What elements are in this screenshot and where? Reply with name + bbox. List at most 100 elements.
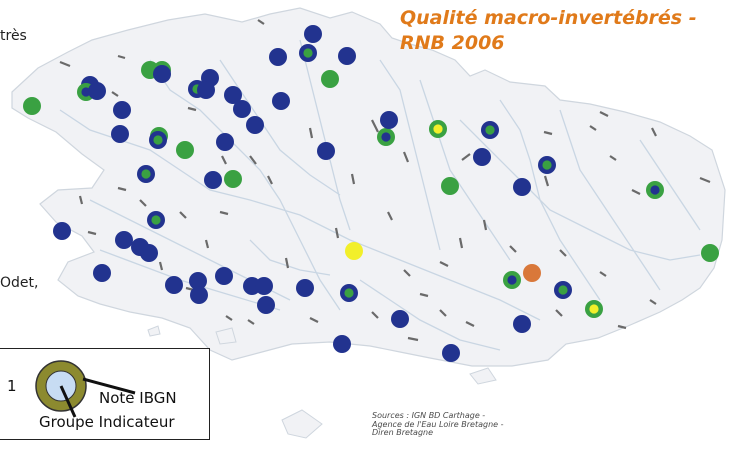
gauge-tick [225,315,233,321]
station-marker-center [485,125,495,135]
gauge-tick [439,309,447,317]
gauge-tick [219,210,229,216]
gauge-tick [465,321,475,327]
gauge-tick [78,195,84,205]
station-marker-ring [523,264,541,282]
gauge-tick [179,211,187,219]
gauge-tick [350,173,356,185]
river-line [559,109,661,291]
gauge-tick [309,317,319,323]
river-line [299,39,351,231]
legend-outer-label: Note IBGN [99,389,177,407]
river-line [219,59,341,196]
gauge-tick [439,261,449,267]
station-marker-ring [269,48,287,66]
cut-off-text-top: très [0,28,27,44]
station-marker-center [344,288,354,298]
gauge-tick [555,309,563,317]
station-marker-ring [338,47,356,65]
legend-inner-label: Groupe Indicateur [39,413,175,431]
gauge-tick [187,106,197,112]
map-title: Qualité macro-invertébrés - RNB 2006 [400,6,725,56]
river-line [249,239,331,276]
gauge-tick [617,324,627,330]
gauge-tick [651,127,657,137]
station-marker-ring [257,296,275,314]
gauge-tick [407,336,419,342]
gauge-tick [699,176,711,184]
map-title-line-2: RNB 2006 [400,32,505,54]
station-marker-ring [190,286,208,304]
station-marker-ring [53,222,71,240]
station-marker-ring [197,81,215,99]
gauge-tick [371,311,379,319]
gauge-tick [221,155,227,165]
station-marker-ring [513,178,531,196]
gauge-tick [267,175,273,185]
gauge-tick [158,261,164,271]
station-marker-ring [204,171,222,189]
gauge-tick [334,227,340,239]
gauge-tick [599,271,607,277]
gauge-tick [117,186,127,192]
station-marker-ring [317,142,335,160]
station-marker-center [507,275,517,285]
legend-inner-pointer [59,385,77,418]
gauge-tick [402,151,410,163]
legend-cut-off-number: 1 [7,377,17,395]
river-network [59,39,701,351]
gauge-tick [257,19,265,25]
station-marker-center [151,215,161,225]
gauge-tick [249,155,257,165]
station-marker-ring [333,335,351,353]
station-marker-center [381,132,391,142]
sources-line-1: Sources : IGN BD Carthage - [372,411,486,420]
station-marker-ring [441,177,459,195]
station-marker-ring [513,315,531,333]
gauge-tick [59,60,71,68]
gauge-tick [87,230,97,236]
station-marker-ring [165,276,183,294]
gauge-tick [403,269,411,277]
station-marker-ring [321,70,339,88]
gauge-tick [458,237,464,249]
river-line [379,59,441,251]
gauge-tick [509,245,517,253]
station-marker-ring [246,116,264,134]
gauge-tick [117,54,126,60]
station-marker-ring [115,231,133,249]
gauge-tick [543,175,550,187]
station-marker-ring [345,242,363,260]
station-marker-ring [224,170,242,188]
gauge-tick [139,199,147,207]
station-marker-center [141,169,151,179]
station-marker-center [650,185,660,195]
coast-islands [147,325,497,439]
river-line [359,279,501,351]
station-marker-ring [473,148,491,166]
gauge-tick [247,319,255,325]
station-marker-ring [391,310,409,328]
station-marker-center [589,304,599,314]
station-marker-center [558,285,568,295]
legend-symbol [35,360,136,418]
river-line [639,139,701,231]
station-marker-ring [701,244,719,262]
station-marker-ring [113,101,131,119]
gauge-tick [599,111,609,117]
station-marker-ring [380,111,398,129]
station-marker-center [153,135,163,145]
brittany-landmass [11,7,726,367]
station-marker-center [303,48,313,58]
station-marker-ring [93,264,111,282]
gauge-tick [461,153,471,161]
gauge-tick [543,130,553,136]
river-line [149,59,341,311]
sources-line-3: Diren Bretagne [372,428,434,437]
gauge-tick [649,299,657,305]
gauge-tick [204,239,210,249]
gauge-ticks [59,19,711,342]
station-marker-ring [176,141,194,159]
gauge-tick [308,127,314,139]
